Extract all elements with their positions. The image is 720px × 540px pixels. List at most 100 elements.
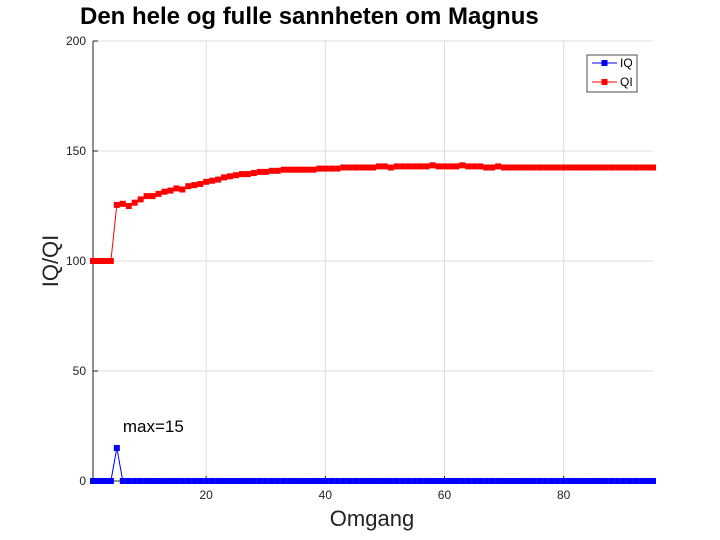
data-point-iq bbox=[197, 478, 204, 484]
data-point-iq bbox=[578, 478, 585, 484]
data-point-qi bbox=[161, 188, 168, 195]
data-point-qi bbox=[548, 164, 555, 171]
data-point-qi bbox=[322, 165, 329, 172]
data-point-iq bbox=[227, 478, 234, 484]
data-point-qi bbox=[536, 164, 543, 171]
data-point-qi bbox=[489, 164, 496, 171]
data-point-iq bbox=[429, 478, 436, 484]
data-point-iq bbox=[304, 478, 311, 484]
data-point-iq bbox=[459, 478, 466, 484]
data-point-iq bbox=[489, 478, 496, 484]
data-point-iq bbox=[375, 478, 382, 484]
data-point-qi bbox=[179, 186, 186, 193]
data-point-qi bbox=[197, 181, 204, 187]
data-point-iq bbox=[572, 478, 579, 484]
data-point-qi bbox=[352, 164, 359, 171]
data-point-iq bbox=[614, 478, 621, 484]
data-point-iq bbox=[113, 445, 120, 451]
data-point-iq bbox=[626, 478, 633, 484]
data-point-qi bbox=[310, 166, 317, 173]
data-point-qi bbox=[203, 178, 210, 185]
series-layer bbox=[90, 162, 656, 484]
data-point-iq bbox=[393, 478, 400, 484]
data-point-qi bbox=[155, 190, 162, 197]
data-point-qi bbox=[298, 166, 305, 173]
y-tick-label: 150 bbox=[66, 144, 86, 158]
y-axis-label: IQ/QI bbox=[38, 235, 63, 288]
data-point-iq bbox=[417, 478, 424, 484]
data-point-qi bbox=[209, 177, 216, 184]
data-point-qi bbox=[471, 163, 478, 170]
data-point-iq bbox=[95, 478, 102, 484]
data-point-iq bbox=[435, 478, 442, 484]
data-point-qi bbox=[572, 164, 579, 171]
data-point-qi bbox=[167, 187, 174, 194]
y-ticks: 0 50 100 150 200 bbox=[66, 34, 98, 488]
data-point-qi bbox=[596, 164, 603, 171]
y-tick-label: 200 bbox=[66, 34, 86, 48]
data-point-iq bbox=[542, 478, 549, 484]
legend-label-qi: QI bbox=[620, 75, 633, 89]
series-qi bbox=[90, 162, 656, 264]
x-tick-label: 80 bbox=[557, 488, 571, 502]
data-point-qi bbox=[405, 163, 412, 170]
data-point-qi bbox=[524, 164, 531, 171]
data-point-qi bbox=[191, 182, 198, 189]
data-point-iq bbox=[185, 478, 192, 484]
data-point-iq bbox=[161, 478, 168, 484]
data-point-qi bbox=[125, 203, 132, 209]
data-point-qi bbox=[614, 164, 621, 171]
data-point-iq bbox=[381, 478, 388, 484]
data-point-qi bbox=[137, 196, 144, 203]
data-point-qi bbox=[512, 164, 519, 171]
data-point-qi bbox=[304, 166, 311, 173]
data-point-qi bbox=[530, 164, 537, 171]
data-point-qi bbox=[650, 164, 656, 171]
data-point-iq bbox=[405, 478, 412, 484]
data-point-qi bbox=[447, 163, 454, 170]
data-point-iq bbox=[346, 478, 353, 484]
data-point-iq bbox=[387, 478, 394, 484]
data-point-iq bbox=[221, 478, 228, 484]
data-point-iq bbox=[334, 478, 341, 484]
data-point-qi bbox=[507, 164, 514, 171]
data-point-iq bbox=[238, 478, 245, 484]
data-point-iq bbox=[173, 478, 180, 484]
data-point-iq bbox=[483, 478, 490, 484]
data-point-iq bbox=[453, 478, 460, 484]
data-point-qi bbox=[250, 170, 257, 176]
data-point-qi bbox=[381, 163, 388, 170]
data-point-qi bbox=[590, 164, 597, 171]
data-point-qi bbox=[620, 164, 627, 171]
data-point-iq bbox=[143, 478, 150, 484]
data-point-qi bbox=[387, 164, 394, 171]
data-point-qi bbox=[358, 164, 365, 171]
legend: IQ QI bbox=[586, 54, 638, 93]
data-point-iq bbox=[524, 478, 531, 484]
max-annotation: max=15 bbox=[123, 417, 184, 436]
data-point-qi bbox=[119, 200, 126, 207]
data-point-iq bbox=[638, 478, 645, 484]
data-point-iq bbox=[495, 478, 502, 484]
data-point-iq bbox=[328, 478, 335, 484]
data-point-qi bbox=[632, 164, 639, 171]
series-iq bbox=[90, 445, 656, 484]
y-tick-label: 50 bbox=[73, 364, 87, 378]
data-point-qi bbox=[244, 171, 251, 178]
x-axis-label: Omgang bbox=[330, 506, 414, 531]
data-point-iq bbox=[512, 478, 519, 484]
data-point-iq bbox=[107, 478, 114, 484]
data-point-qi bbox=[477, 163, 484, 170]
data-point-iq bbox=[90, 478, 96, 484]
data-point-iq bbox=[650, 478, 656, 484]
data-point-qi bbox=[262, 168, 269, 175]
data-point-iq bbox=[358, 478, 365, 484]
data-point-iq bbox=[399, 478, 406, 484]
data-point-qi bbox=[542, 164, 549, 171]
data-point-qi bbox=[328, 165, 335, 172]
data-point-iq bbox=[125, 478, 132, 484]
data-point-iq bbox=[131, 478, 138, 484]
data-point-iq bbox=[244, 478, 251, 484]
data-point-qi bbox=[274, 167, 281, 174]
data-point-qi bbox=[221, 174, 228, 181]
